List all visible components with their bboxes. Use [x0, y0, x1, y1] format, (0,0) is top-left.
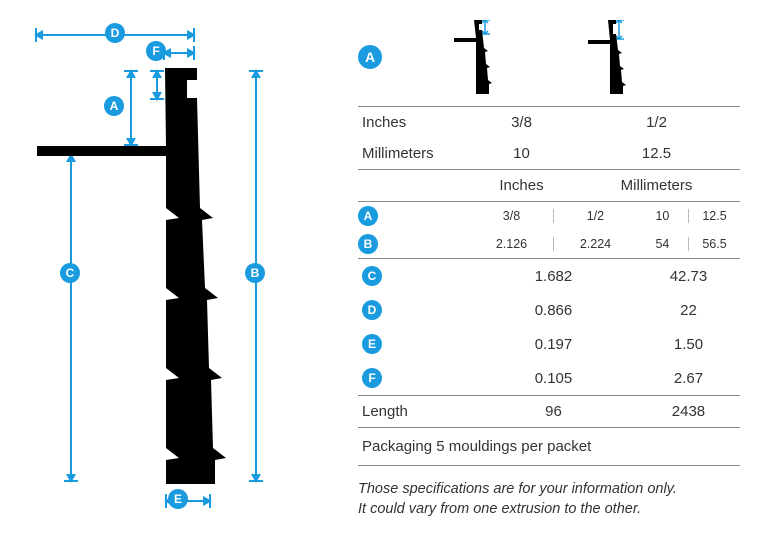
- footnote: Those specifications are for your inform…: [358, 480, 740, 519]
- row-f-mm: 2.67: [637, 361, 740, 396]
- row-c-in: 1.682: [470, 259, 637, 294]
- row-a-in2: 1/2: [554, 209, 637, 223]
- top-a-badge: A: [358, 45, 382, 69]
- hdr-mm: Millimeters: [573, 170, 740, 202]
- thumb-variant-2: [586, 20, 632, 94]
- dim-d-label: D: [105, 23, 125, 43]
- row-length-in: 96: [470, 396, 637, 428]
- row-e-mm: 1.50: [637, 327, 740, 361]
- diagram-panel: D F A C B E: [0, 0, 320, 560]
- row-a-mm1: 10: [637, 209, 689, 223]
- top-mm-v2: 12.5: [573, 138, 740, 170]
- top-inches-label: Inches: [358, 107, 470, 139]
- row-d-in: 0.866: [470, 293, 637, 327]
- row-e-badge: E: [362, 334, 382, 354]
- top-inches-v2: 1/2: [573, 107, 740, 139]
- row-e-in: 0.197: [470, 327, 637, 361]
- row-f-badge: F: [362, 368, 382, 388]
- row-a-in1: 3/8: [470, 209, 554, 223]
- row-d-badge: D: [362, 300, 382, 320]
- row-b-mm1: 54: [637, 237, 689, 251]
- row-b-in2: 2.224: [554, 237, 637, 251]
- row-b-mm2: 56.5: [689, 237, 740, 251]
- row-a-mm2: 12.5: [689, 209, 740, 223]
- dim-e-label: E: [168, 489, 188, 509]
- top-table: Inches 3/8 1/2 Millimeters 10 12.5 Inche…: [358, 106, 740, 201]
- profile-shape: [35, 68, 235, 484]
- top-mm-v1: 10: [470, 138, 573, 170]
- row-a-badge: A: [358, 206, 378, 226]
- row-b-in1: 2.126: [470, 237, 554, 251]
- dim-f-arrow: [163, 52, 195, 54]
- spec-panel: A Inches 3/8 1/2 Millimeters 10 12.5: [320, 0, 770, 560]
- thumb-variant-1: [452, 20, 498, 94]
- dim-f-label: F: [146, 41, 166, 61]
- row-c-mm: 42.73: [637, 259, 740, 294]
- packaging-text: Packaging 5 mouldings per packet: [358, 428, 740, 466]
- spec-table: A 3/81/2 1012.5 B 2.1262.224 5456.5 C 1.…: [358, 201, 740, 466]
- layout: D F A C B E: [0, 0, 770, 560]
- top-a-row: A: [358, 20, 740, 94]
- variant-thumbs: [452, 20, 632, 94]
- top-mm-label: Millimeters: [358, 138, 470, 170]
- row-length-label: Length: [358, 396, 470, 428]
- row-f-in: 0.105: [470, 361, 637, 396]
- row-c-badge: C: [362, 266, 382, 286]
- dim-b-label: B: [245, 263, 265, 283]
- footnote-line2: It could vary from one extrusion to the …: [358, 501, 641, 517]
- hdr-inches: Inches: [470, 170, 573, 202]
- row-d-mm: 22: [637, 293, 740, 327]
- top-inches-v1: 3/8: [470, 107, 573, 139]
- row-length-mm: 2438: [637, 396, 740, 428]
- row-b-badge: B: [358, 234, 378, 254]
- footnote-line1: Those specifications are for your inform…: [358, 481, 677, 497]
